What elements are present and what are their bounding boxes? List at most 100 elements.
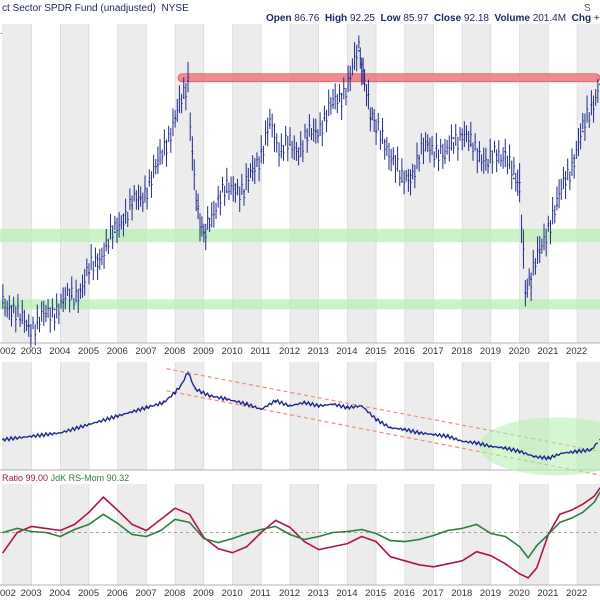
rs-point xyxy=(225,398,228,400)
price-point xyxy=(217,197,220,200)
rs-point xyxy=(403,428,406,431)
volume-label: Volume xyxy=(494,13,530,24)
rs-ratio-line-point xyxy=(461,560,463,562)
rs-ratio-line-point xyxy=(102,496,105,498)
rs-momentum-line-point xyxy=(447,529,449,532)
x-tick-label: 2010 xyxy=(222,346,243,357)
x-tick-label: 2013 xyxy=(308,346,329,357)
price-point xyxy=(202,231,205,234)
price-point xyxy=(306,137,309,140)
price-point xyxy=(360,63,363,66)
year-shade xyxy=(60,24,89,343)
rs-point xyxy=(547,457,550,459)
year-shade xyxy=(289,362,319,470)
rs-ratio-line-point xyxy=(527,577,529,579)
rs-ratio-line-point xyxy=(361,535,363,538)
rs-momentum-line-point xyxy=(389,539,392,542)
price-point xyxy=(590,103,593,106)
price-point xyxy=(156,164,159,166)
price-point xyxy=(96,258,99,260)
rs-momentum-line-point xyxy=(361,528,363,531)
price-point xyxy=(452,137,455,140)
price-point xyxy=(581,130,584,133)
open-label: Open xyxy=(266,13,292,24)
price-point xyxy=(340,93,343,96)
rs-momentum-line-point xyxy=(203,537,205,540)
price-point xyxy=(512,177,515,180)
rs-ratio-line-point xyxy=(59,529,61,532)
price-point xyxy=(88,271,90,274)
year-shade xyxy=(289,24,319,343)
price-point xyxy=(289,143,291,146)
x-tick-label: 2016 xyxy=(394,588,415,599)
price-point xyxy=(547,224,550,227)
year-shade xyxy=(175,484,204,585)
rs-ratio-line-point xyxy=(117,509,119,511)
rs-momentum-line-point xyxy=(231,537,234,540)
rs-momentum-line-point xyxy=(145,535,148,538)
x-tick-label: 2008 xyxy=(164,346,185,357)
year-shade xyxy=(462,362,491,470)
rs-momentum-line-point xyxy=(45,531,47,534)
year-shade xyxy=(117,362,147,470)
year-shade xyxy=(60,484,89,585)
rs-momentum-line-point xyxy=(346,530,349,533)
year-shade xyxy=(2,362,32,470)
rs-point xyxy=(332,403,334,405)
year-shade xyxy=(232,24,262,343)
rs-momentum-line-point xyxy=(303,538,306,541)
rs-ratio-line-point xyxy=(346,542,349,545)
rs-momentum-line-point xyxy=(188,521,191,524)
x-tick-label: 2007 xyxy=(135,588,156,599)
resistance-band xyxy=(177,73,600,83)
price-point xyxy=(1,301,4,304)
price-point xyxy=(19,318,21,321)
rs-ratio-line-point xyxy=(518,573,521,575)
support-band xyxy=(0,299,600,310)
high-label: High xyxy=(324,13,348,24)
rs-ratio-line-point xyxy=(317,548,320,551)
rs-ratio-line-point xyxy=(174,507,176,509)
rs-momentum-line-point xyxy=(260,528,262,531)
mom-value: 90.32 xyxy=(106,473,130,483)
price-point xyxy=(323,117,326,119)
rs-ratio-line xyxy=(2,487,600,579)
year-shade xyxy=(404,362,434,470)
rs-ratio-line-point xyxy=(547,533,550,536)
x-tick-label: 2011 xyxy=(250,346,270,357)
chg-value: + xyxy=(593,13,600,24)
rs-momentum-line-point xyxy=(73,528,76,531)
price-point xyxy=(260,150,263,153)
rs-momentum-line-point xyxy=(289,533,291,536)
rs-ratio-line-point xyxy=(570,509,572,511)
rs-momentum-line-point xyxy=(102,513,105,515)
x-tick-label: 2015 xyxy=(365,346,386,357)
x-tick-label: 2005 xyxy=(78,346,99,357)
price-point xyxy=(53,308,56,311)
x-tick-label: 2006 xyxy=(107,346,128,357)
x-tick-label: 2016 xyxy=(394,346,415,357)
price-point xyxy=(487,164,489,166)
rs-momentum-line-point xyxy=(418,538,420,541)
price-point xyxy=(280,150,283,153)
x-tick-label: 2017 xyxy=(422,346,443,357)
price-point xyxy=(234,184,237,187)
rs-ratio-line-point xyxy=(432,566,435,568)
x-tick-label: 2008 xyxy=(164,588,185,599)
rs-momentum-line-point xyxy=(404,540,406,543)
rs-point xyxy=(88,423,90,426)
price-point xyxy=(469,143,472,146)
rs-ratio-line-point xyxy=(73,523,76,526)
x-tick-label: 002 xyxy=(0,588,16,599)
rs-ratio-line-point xyxy=(593,495,595,497)
price-point xyxy=(435,147,438,150)
rrg-legend: Ratio 99.00 JdK RS-Mom 90.32 xyxy=(2,473,129,483)
price-point xyxy=(165,140,168,143)
x-tick-label: 2021 xyxy=(537,346,558,357)
price-point xyxy=(187,80,189,82)
rs-momentum-line-point xyxy=(375,532,377,535)
rs-point xyxy=(418,432,420,434)
rs-point xyxy=(2,438,4,441)
trend-channel-lower xyxy=(166,390,600,476)
x-tick-label: 2012 xyxy=(279,588,300,599)
